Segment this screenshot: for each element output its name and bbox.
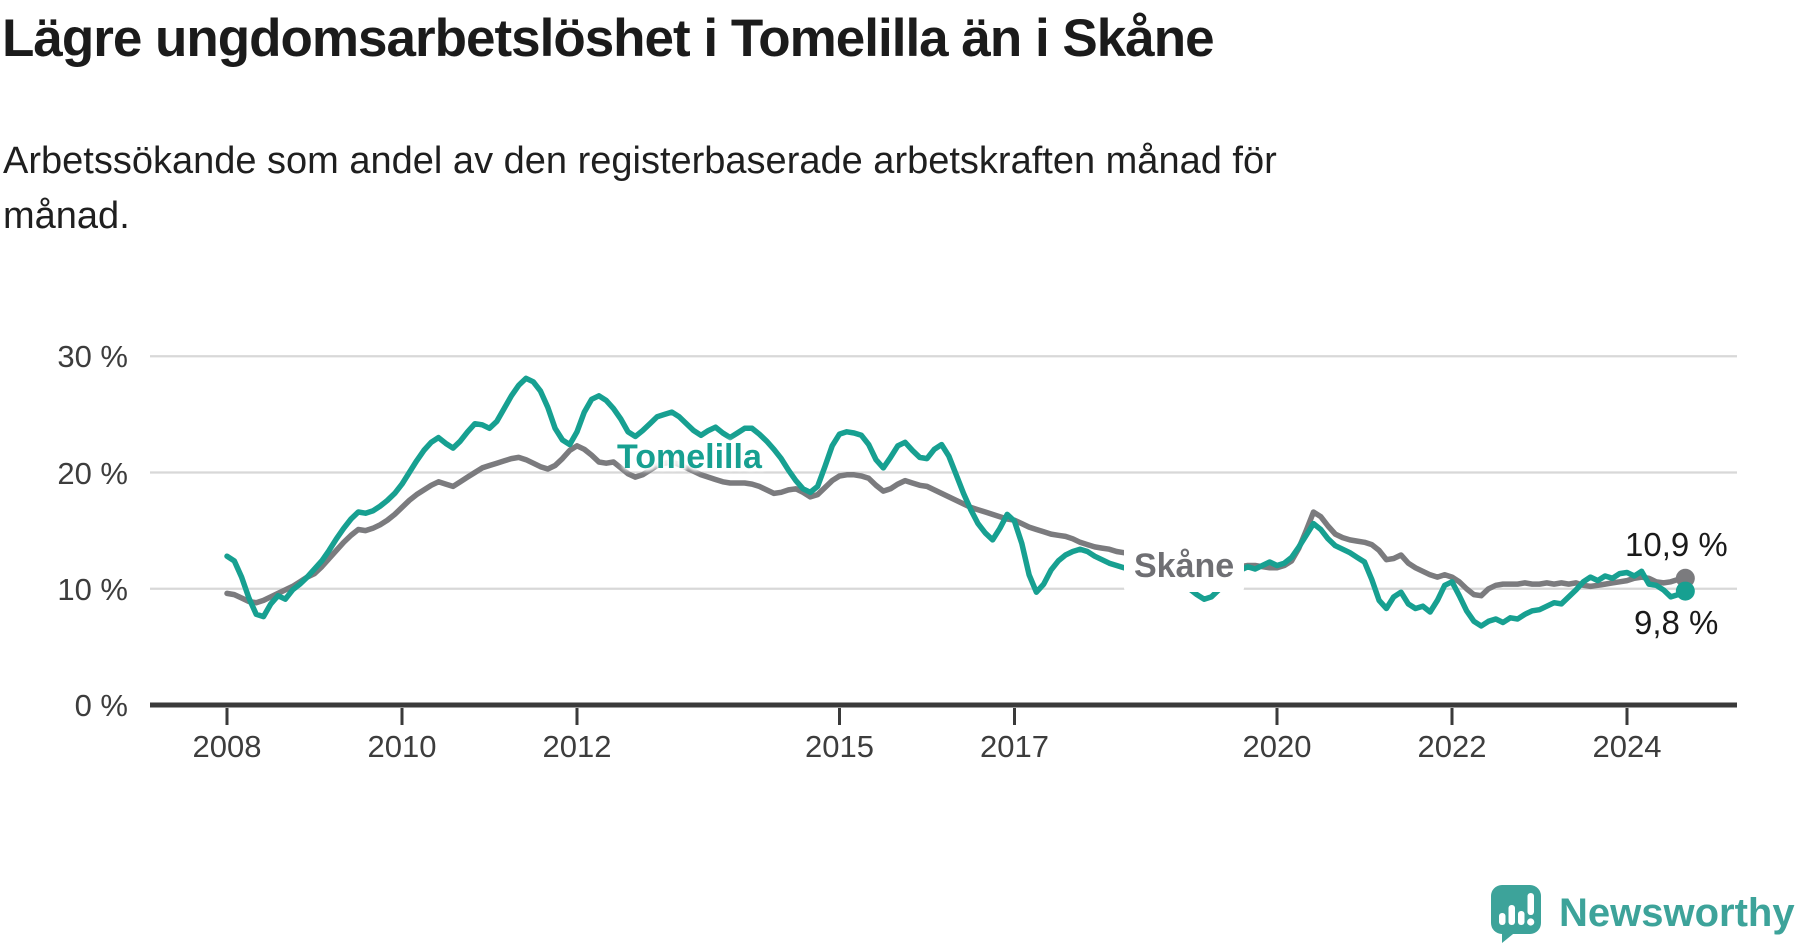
x-tick-label-2008: 2008 <box>192 729 262 764</box>
x-tick-label-2024: 2024 <box>1592 729 1662 764</box>
chart-subtitle: Arbetssökande som andel av den registerb… <box>3 134 1277 244</box>
y-tick-label-0: 0 % <box>74 688 128 723</box>
y-tick-label-10: 10 % <box>57 571 128 607</box>
series-label-skane: Skåne <box>1124 545 1245 592</box>
series-label-tomelilla: Tomelilla <box>617 438 762 476</box>
x-tick-label-2022: 2022 <box>1417 729 1487 764</box>
end-value-label-skane: 10,9 % <box>1625 526 1728 563</box>
newsworthy-logo: Newsworthy <box>1488 882 1795 944</box>
x-tick-label-2010: 2010 <box>367 729 437 764</box>
x-tick-label-2015: 2015 <box>805 729 874 764</box>
y-tick-label-30: 30 % <box>57 339 128 375</box>
series-line-skåne <box>224 443 1689 606</box>
x-tick-label-2017: 2017 <box>980 729 1049 764</box>
page-title: Lägre ungdomsarbetslöshet i Tomelilla än… <box>2 9 1215 68</box>
subtitle-line-1: Arbetssökande som andel av den registerb… <box>3 140 1277 182</box>
end-dot-tomelilla <box>1675 581 1695 601</box>
newsworthy-logo-text: Newsworthy <box>1559 890 1795 935</box>
end-value-label-tomelilla: 9,8 % <box>1634 604 1719 641</box>
x-tick-label-2012: 2012 <box>542 729 612 764</box>
y-axis-labels: 30 % 20 % 10 % 0 % <box>0 0 128 948</box>
x-tick-label-2020: 2020 <box>1242 729 1312 764</box>
newsworthy-logo-icon <box>1491 885 1541 943</box>
series-line-tomelilla <box>224 375 1689 629</box>
y-tick-label-20: 20 % <box>57 455 128 491</box>
subtitle-line-2: månad. <box>3 195 130 237</box>
